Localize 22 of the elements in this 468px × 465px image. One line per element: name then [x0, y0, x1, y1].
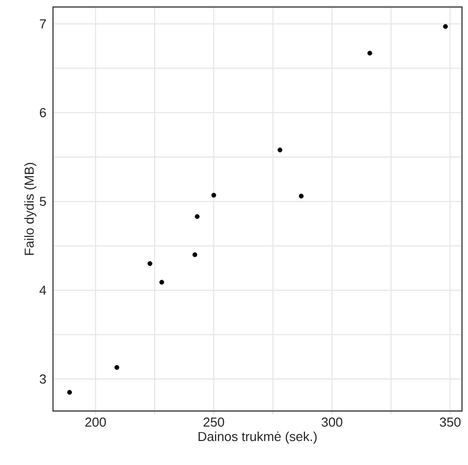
- point: [367, 50, 372, 56]
- x-axis-title: Dainos trukmė (sek.): [198, 432, 317, 444]
- x-tick-label: 200: [85, 418, 106, 427]
- point: [278, 148, 282, 152]
- y-tick-label: 6: [40, 108, 46, 118]
- y-tick-label: 4: [40, 286, 46, 295]
- x-tick-label: 300: [322, 418, 342, 427]
- x-tick-label: 350: [440, 418, 461, 427]
- point: [211, 192, 216, 198]
- x-tick-label: 250: [204, 418, 224, 427]
- y-tick-label: 3: [40, 374, 46, 384]
- y-axis-title: Failo dydis (MB): [24, 162, 36, 255]
- point: [192, 252, 198, 258]
- point: [159, 280, 164, 285]
- y-tick-label: 7: [40, 19, 46, 28]
- point: [298, 194, 304, 199]
- point: [443, 24, 448, 29]
- point: [114, 365, 120, 370]
- y-tick-label: 5: [40, 196, 46, 206]
- point: [148, 261, 152, 266]
- point: [67, 390, 72, 395]
- point: [194, 214, 200, 219]
